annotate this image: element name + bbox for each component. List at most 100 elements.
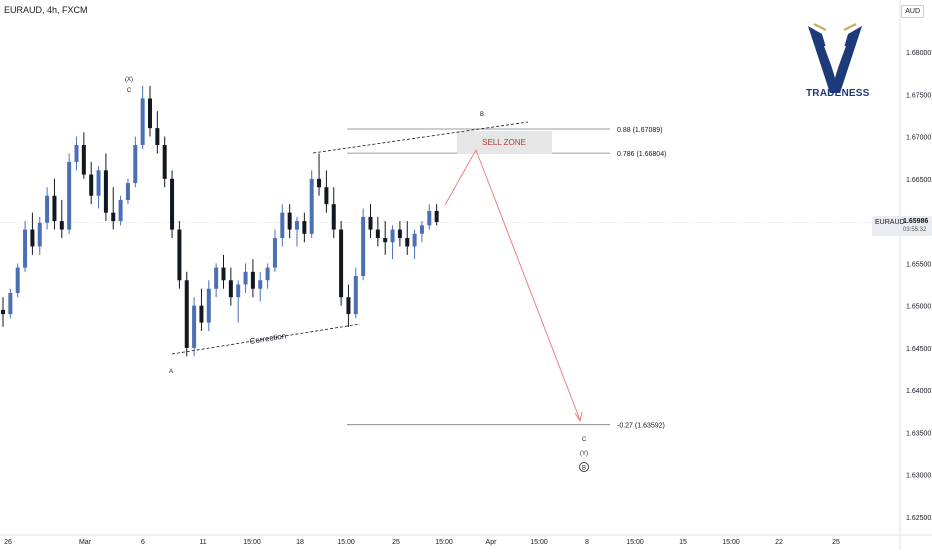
x-tick-label: 6 [141,539,145,546]
candle-body [67,161,72,230]
candle-body [199,305,204,323]
y-tick-label: 1.64000 [906,388,931,395]
price-tag-symbol: EURAUD [875,219,905,226]
candle-body [192,305,197,348]
candle-body [125,183,130,200]
candle-body [74,145,79,162]
x-tick-label: 15 [679,539,687,546]
candle-body [287,212,292,230]
candle-body [59,221,64,230]
wave-label-c-top: C [127,88,132,94]
y-tick-label: 1.62500 [906,515,931,522]
candle-body [265,267,270,281]
candle-body [272,238,277,268]
upper-channel-line [312,121,529,154]
candle-body [346,297,351,315]
candle-body [170,178,175,230]
price-tag-countdown: 03:55:32 [903,227,927,233]
x-tick-label: 25 [392,539,400,546]
candle-body [30,229,35,247]
candle-body [8,292,13,315]
candle-body [390,229,395,243]
candle-body [331,204,336,230]
wave-circle-icon [579,462,589,472]
y-tick-label: 1.67500 [906,92,931,99]
wave-label-circle: B [582,466,586,472]
candle-body [434,210,439,222]
y-tick-label: 1.65000 [906,304,931,311]
candle-body [280,212,285,238]
candle-body [111,212,116,222]
candle-body [206,288,211,323]
x-tick-label: 22 [775,539,783,546]
candle-body [375,229,380,238]
wave-label-c-bottom: C [582,437,587,443]
candle-body [96,170,101,196]
x-tick-label: 15:00 [435,539,453,546]
candle-body [427,210,432,226]
x-tick-label: 8 [585,539,589,546]
tradeness-logo-icon [808,23,862,93]
x-tick-label: 18 [296,539,304,546]
x-tick-label: Mar [79,539,92,546]
wave-label-x: (X) [125,77,133,83]
last-price-tag: EURAUD 1.65986 03:55:32 [872,216,932,236]
y-tick-label: 1.64500 [906,346,931,353]
candle-body [405,238,410,247]
x-tick-label: 15:00 [530,539,548,546]
correction-label: Correction [249,331,287,346]
candle-body [89,174,94,196]
candle-body [353,276,358,315]
candle-body [324,187,329,205]
candle-body [368,216,373,230]
sell-zone-label: SELL ZONE [482,138,526,147]
logo-wordmark: TRADENESS [806,88,870,99]
fib-level-label: 0.88 (1.67089) [617,127,663,134]
y-tick-label: 1.63500 [906,430,931,437]
candle-body [45,195,50,223]
sell-zone-box [457,131,552,154]
candle-body [140,98,145,145]
candle-body [52,195,57,222]
candle-body [250,271,255,289]
candle-body [133,145,138,184]
candle-body [309,178,314,234]
candle-body [295,221,299,230]
candle-body [155,128,160,145]
candle-body [412,233,417,247]
candle-body [103,170,108,213]
candle-body [361,216,366,277]
x-tick-label: 15:00 [626,539,644,546]
candle-body [148,98,152,129]
currency-button[interactable]: AUD [901,5,924,18]
candle-body [15,267,20,293]
candle-body [23,229,28,268]
x-tick-label: 15:00 [722,539,740,546]
candle-body [397,229,402,238]
candle-body [302,221,307,234]
x-tick-label: Apr [486,539,498,546]
arrow-head-icon [574,411,583,423]
candle-body [184,280,189,348]
wave-label-b: B [480,112,484,118]
y-tick-label: 1.68000 [906,50,931,57]
candle-body [37,222,42,247]
candle-body [177,229,182,281]
candle-body [118,199,123,222]
candle-body [419,225,424,234]
candle-body [258,280,263,289]
candle-body [221,267,226,281]
candle-body [81,145,86,175]
wave-label-a: A [169,369,173,375]
fib-level-label: -0.27 (1.63592) [617,423,665,430]
wave-label-y: (Y) [580,451,588,457]
candle-body [162,145,167,179]
x-tick-label: 11 [199,539,206,546]
candle-body [1,309,5,315]
symbol-title: EURAUD, 4h, FXCM [4,5,88,15]
projection-line-down [475,149,581,421]
candle-body [236,284,241,298]
candle-body [339,229,344,298]
